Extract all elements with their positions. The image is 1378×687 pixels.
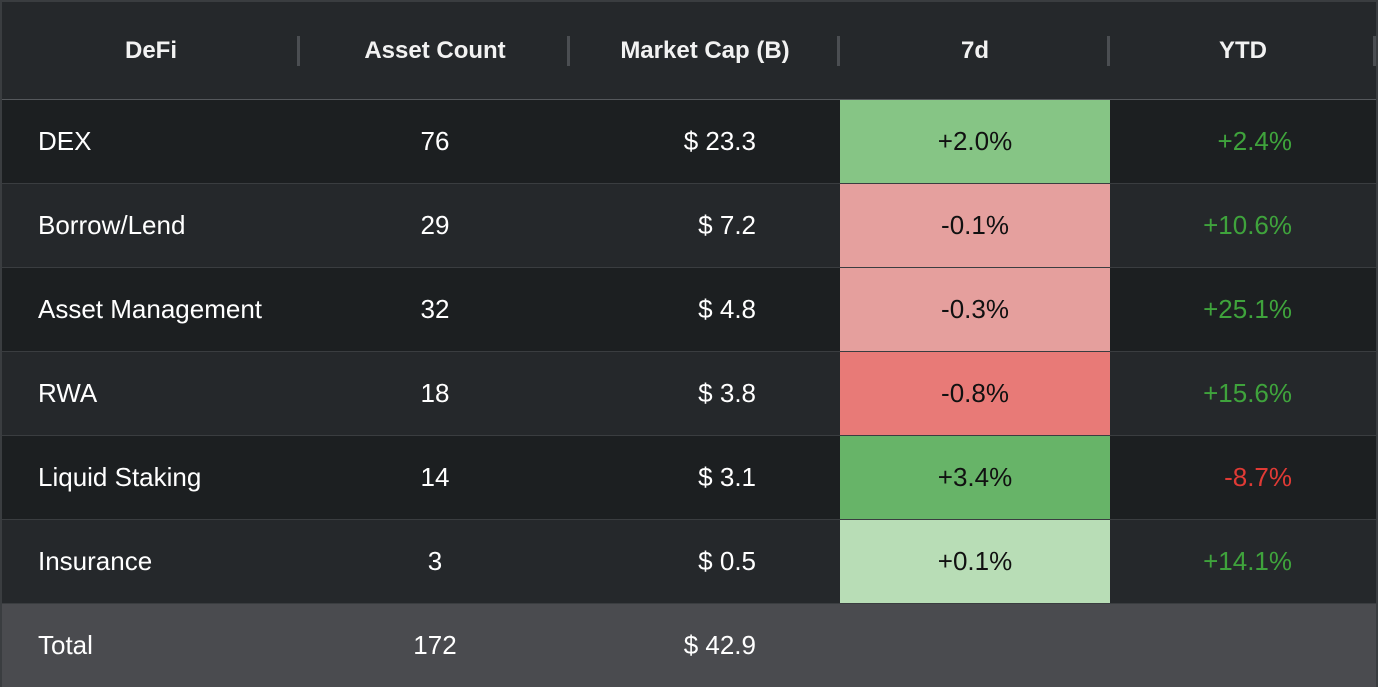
change-ytd: +14.1% — [1203, 546, 1292, 576]
table-row: Borrow/Lend 29 $ 7.2 -0.1% +10.6% — [2, 184, 1376, 268]
change-ytd: +10.6% — [1203, 210, 1292, 240]
table-row: Asset Management 32 $ 4.8 -0.3% +25.1% — [2, 268, 1376, 352]
total-asset-count: 172 — [413, 630, 457, 660]
change-7d: +2.0% — [840, 100, 1110, 183]
asset-count: 29 — [420, 210, 450, 240]
sector-name: Liquid Staking — [38, 462, 202, 492]
market-cap: $ 3.1 — [698, 462, 756, 492]
header-ytd[interactable]: YTD — [1110, 2, 1376, 99]
header-asset-count[interactable]: Asset Count — [300, 2, 570, 99]
sector-name: DEX — [38, 126, 92, 156]
asset-count: 14 — [420, 462, 450, 492]
sector-name: Borrow/Lend — [38, 210, 186, 240]
market-cap: $ 4.8 — [698, 294, 756, 324]
change-7d: +3.4% — [840, 436, 1110, 519]
change-7d: -0.8% — [840, 352, 1110, 435]
table-row: Insurance 3 $ 0.5 +0.1% +14.1% — [2, 520, 1376, 604]
change-7d: -0.1% — [840, 184, 1110, 267]
total-market-cap: $ 42.9 — [683, 630, 756, 660]
market-cap: $ 23.3 — [683, 126, 756, 156]
change-ytd: +25.1% — [1203, 294, 1292, 324]
market-cap: $ 3.8 — [698, 378, 756, 408]
header-market-cap[interactable]: Market Cap (B) — [570, 2, 840, 99]
change-7d: -0.3% — [840, 268, 1110, 351]
table-header: DeFi Asset Count Market Cap (B) 7d YTD — [2, 2, 1376, 100]
total-7d-empty — [840, 604, 1110, 687]
total-ytd-empty — [1110, 604, 1376, 687]
asset-count: 18 — [420, 378, 450, 408]
change-ytd: +2.4% — [1217, 126, 1292, 156]
table-row: RWA 18 $ 3.8 -0.8% +15.6% — [2, 352, 1376, 436]
table-row: Liquid Staking 14 $ 3.1 +3.4% -8.7% — [2, 436, 1376, 520]
change-ytd: +15.6% — [1203, 378, 1292, 408]
sector-name: Insurance — [38, 546, 153, 576]
asset-count: 3 — [427, 546, 443, 576]
total-label: Total — [38, 630, 93, 660]
change-ytd: -8.7% — [1224, 462, 1292, 492]
asset-count: 76 — [420, 126, 450, 156]
asset-count: 32 — [420, 294, 450, 324]
header-defi[interactable]: DeFi — [2, 2, 300, 99]
change-7d: +0.1% — [840, 520, 1110, 603]
sector-name: Asset Management — [38, 294, 263, 324]
header-7d[interactable]: 7d — [840, 2, 1110, 99]
market-cap: $ 0.5 — [698, 546, 756, 576]
market-cap: $ 7.2 — [698, 210, 756, 240]
sector-name: RWA — [38, 378, 98, 408]
table-row: DEX 76 $ 23.3 +2.0% +2.4% — [2, 100, 1376, 184]
total-row: Total 172 $ 42.9 — [2, 604, 1376, 687]
